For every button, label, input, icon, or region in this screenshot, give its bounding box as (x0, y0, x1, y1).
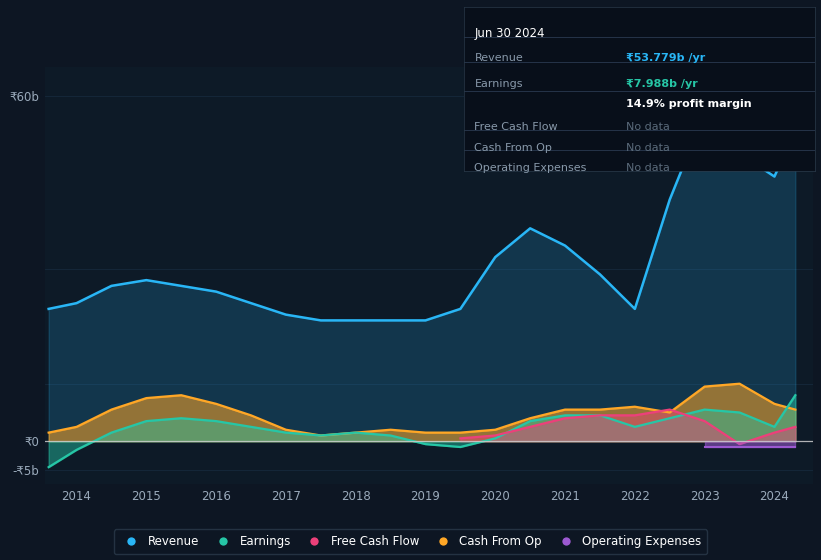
Text: Free Cash Flow: Free Cash Flow (475, 122, 558, 132)
Text: Earnings: Earnings (475, 79, 523, 89)
Text: Operating Expenses: Operating Expenses (475, 162, 587, 172)
Text: No data: No data (626, 122, 669, 132)
Text: 14.9% profit margin: 14.9% profit margin (626, 99, 751, 109)
Text: Jun 30 2024: Jun 30 2024 (475, 27, 545, 40)
Legend: Revenue, Earnings, Free Cash Flow, Cash From Op, Operating Expenses: Revenue, Earnings, Free Cash Flow, Cash … (114, 529, 707, 554)
Text: No data: No data (626, 143, 669, 153)
Text: Revenue: Revenue (475, 53, 523, 63)
Text: Cash From Op: Cash From Op (475, 143, 553, 153)
Text: ₹53.779b /yr: ₹53.779b /yr (626, 53, 704, 63)
Text: ₹7.988b /yr: ₹7.988b /yr (626, 79, 697, 89)
Text: No data: No data (626, 162, 669, 172)
